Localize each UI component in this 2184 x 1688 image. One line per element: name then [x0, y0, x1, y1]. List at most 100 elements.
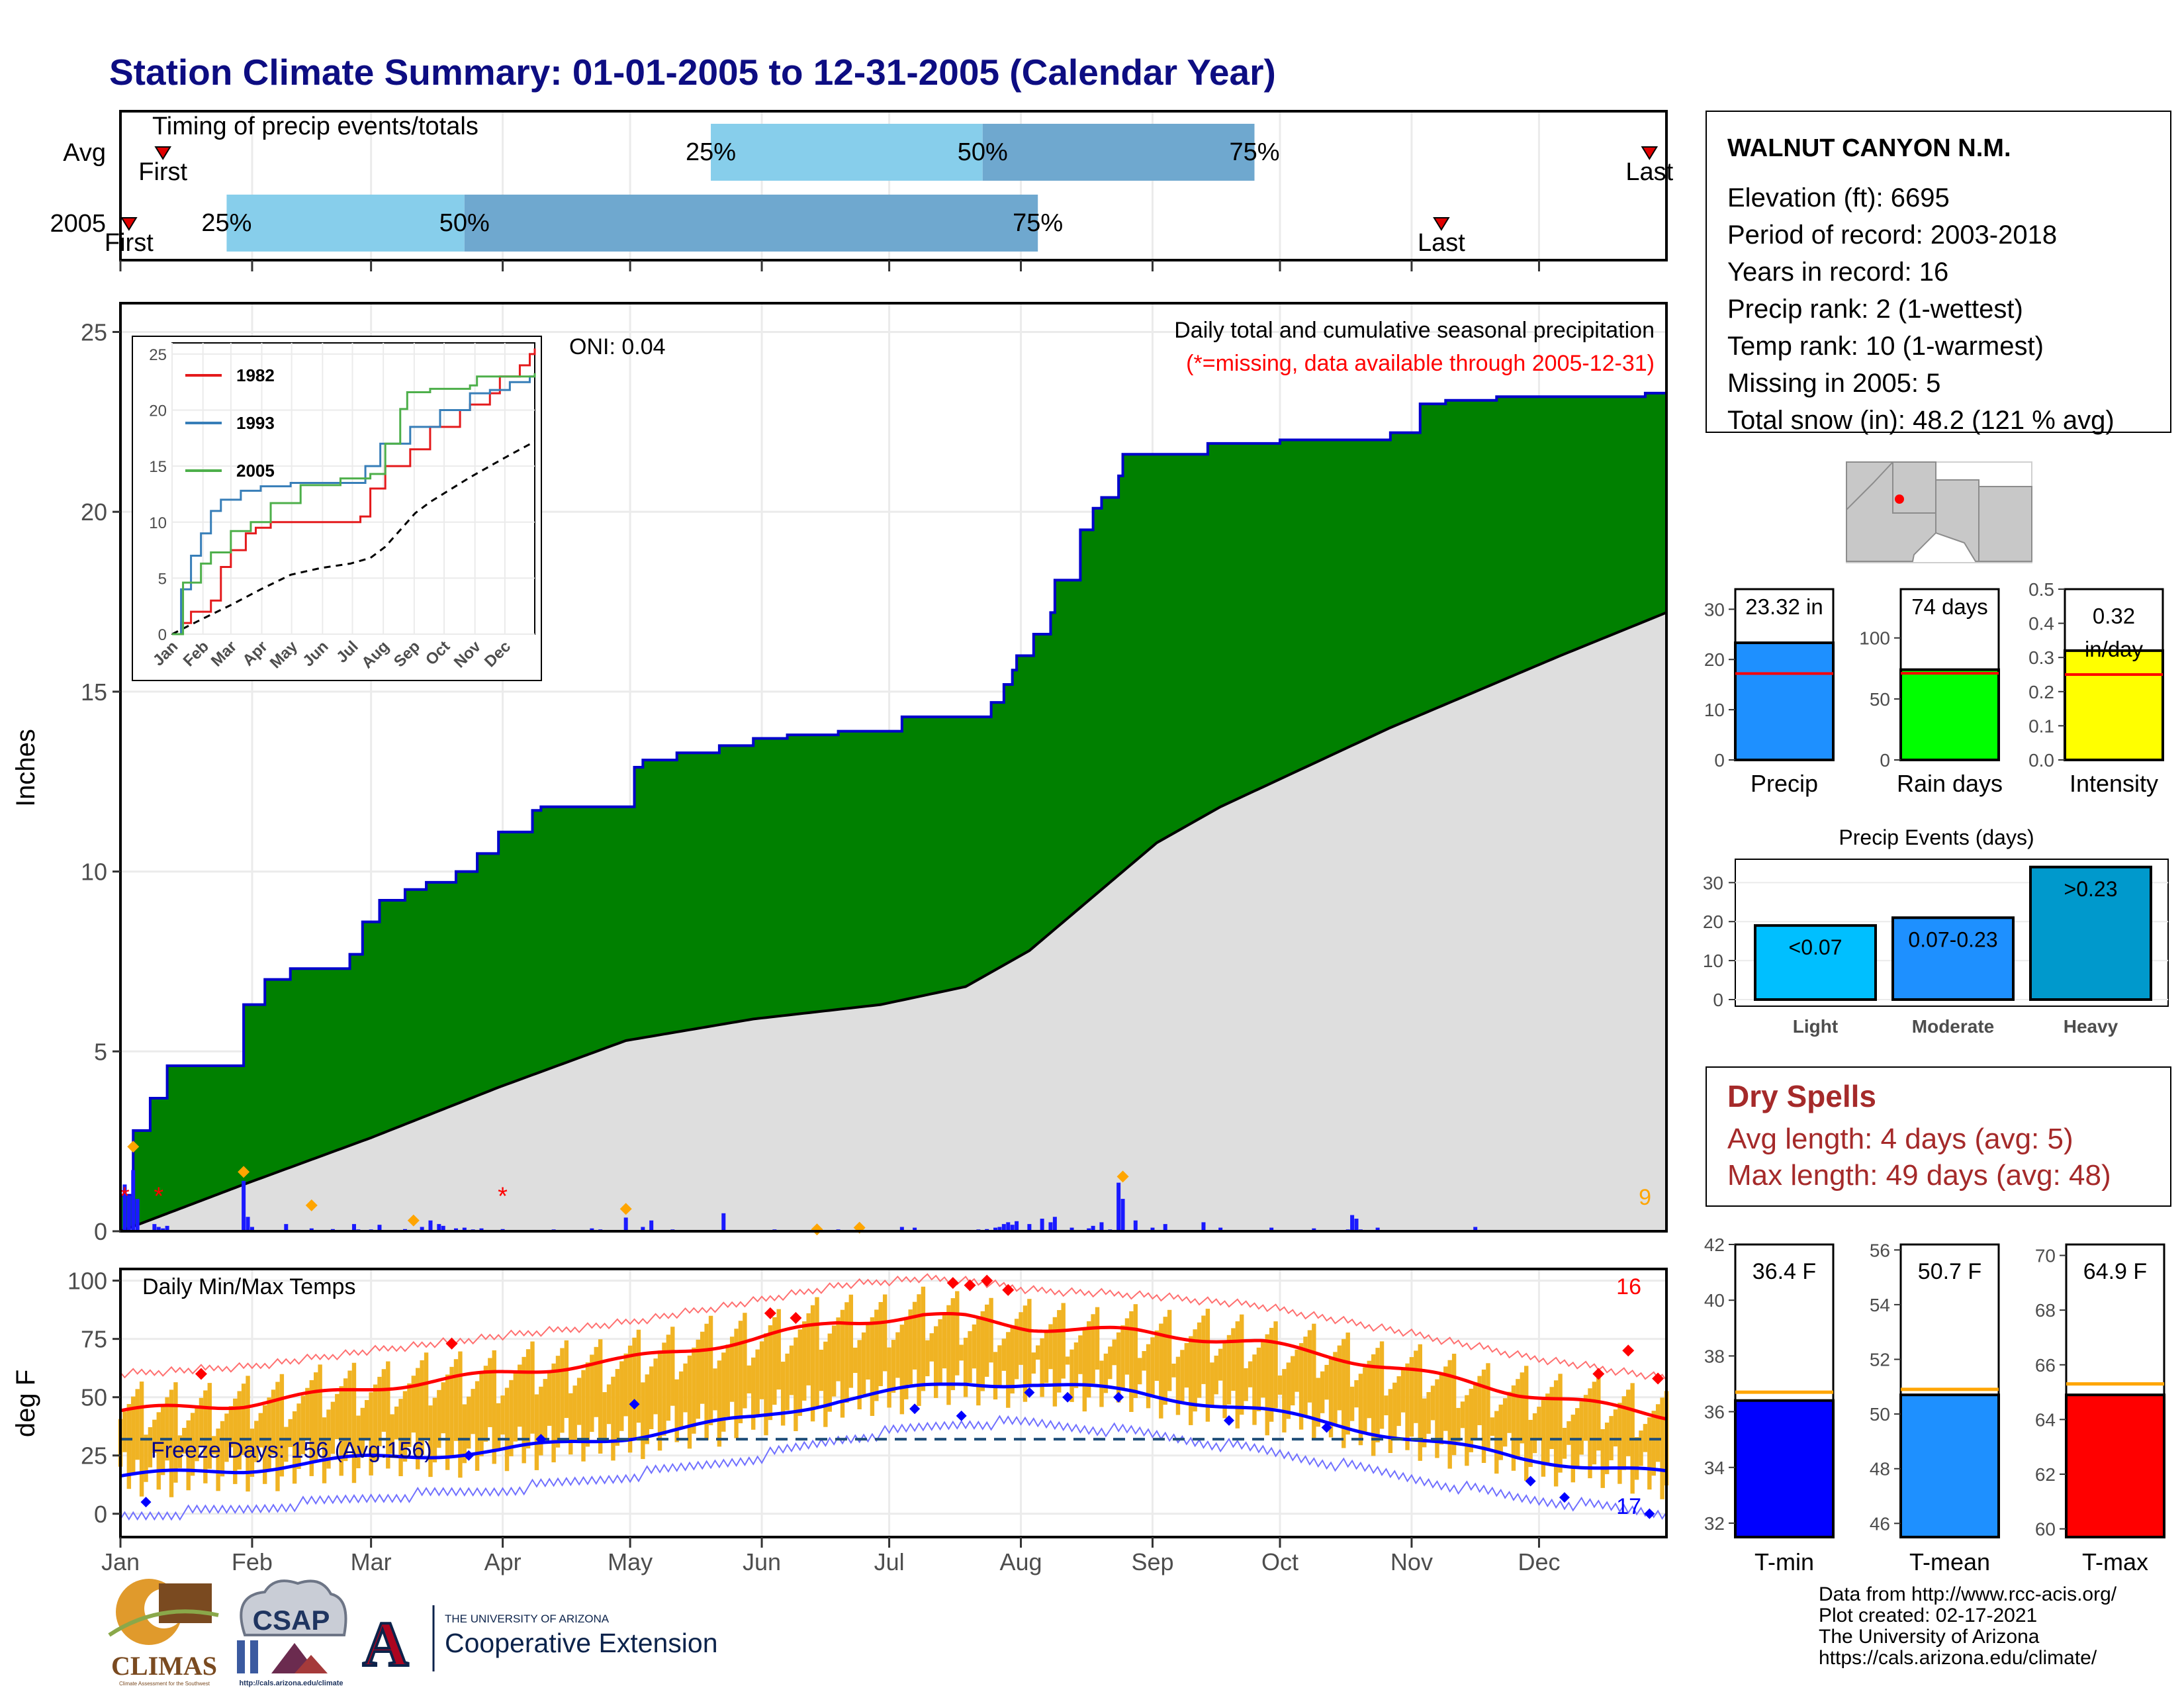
daily-temp-bar — [314, 1372, 318, 1462]
daily-temp-bar — [687, 1355, 692, 1449]
daily-temp-bar — [1439, 1372, 1444, 1445]
daily-temp-bar — [1142, 1350, 1146, 1371]
precip-record-marker — [127, 1141, 140, 1153]
quartile-label: 50% — [958, 138, 1008, 166]
first-event-label: First — [138, 158, 187, 186]
daily-temp-bar — [683, 1363, 688, 1413]
footer-line-4: https://cals.arizona.edu/climate/ — [1819, 1647, 2097, 1669]
record-low-marker — [463, 1450, 475, 1461]
quartile-25-50-bar — [226, 195, 465, 252]
daily-temp-bar — [751, 1357, 756, 1430]
month-xtick-label: Oct — [1261, 1548, 1298, 1575]
daily-temp-bar — [424, 1352, 429, 1440]
daily-precip-bar — [1048, 1222, 1053, 1231]
last-event-marker — [1641, 146, 1659, 160]
daily-temp-bar — [1541, 1400, 1546, 1477]
daily-precip-bar — [1201, 1222, 1206, 1231]
daily-temp-bar — [1159, 1323, 1163, 1419]
daily-temp-bar — [780, 1362, 786, 1426]
temp-ylabel: deg F — [11, 1370, 40, 1437]
daily-temp-bar — [1286, 1362, 1291, 1419]
daily-temp-bar — [1507, 1391, 1512, 1433]
info-period: Period of record: 2003-2018 — [1727, 220, 2057, 250]
daily-temp-bar — [938, 1319, 942, 1383]
footer-line-3: The University of Arizona — [1819, 1626, 2040, 1648]
daily-temp-bar — [135, 1389, 140, 1460]
daily-temp-bar — [1163, 1317, 1167, 1405]
daily-temp-bar — [1014, 1319, 1019, 1380]
daily-precip-bar — [1040, 1218, 1044, 1231]
daily-temp-bar — [475, 1381, 480, 1471]
daily-temp-bar — [853, 1347, 858, 1374]
daily-temp-bar — [806, 1313, 811, 1385]
inset-ytick-label: 0 — [158, 626, 167, 644]
inset-plot-area — [171, 342, 535, 635]
daily-temp-bar — [1167, 1309, 1172, 1391]
month-xtick-label: Jan — [101, 1548, 140, 1575]
daily-precip-bar — [246, 1217, 250, 1231]
daily-temp-bar — [1414, 1350, 1418, 1423]
ua-mark: A — [363, 1609, 408, 1679]
daily-temp-bar — [1371, 1354, 1376, 1456]
daily-temp-bar — [126, 1404, 132, 1489]
daily-temp-bar — [581, 1370, 586, 1462]
daily-temp-bar — [1291, 1356, 1295, 1406]
daily-temp-bar — [708, 1315, 713, 1426]
temp-panel: 0 25 50 75 100 deg F Daily Min/Max Temps Fre… — [11, 1268, 1669, 1538]
daily-temp-bar — [416, 1368, 420, 1470]
footer-line-1: Data from http://www.rcc-acis.org/ — [1819, 1583, 2117, 1605]
daily-temp-bar — [254, 1421, 259, 1462]
inset-avg-line — [171, 440, 535, 635]
daily-temp-bar — [525, 1349, 531, 1449]
daily-temp-bar — [148, 1427, 153, 1468]
daily-temp-bar — [496, 1403, 501, 1450]
daily-temp-bar — [1269, 1327, 1274, 1422]
daily-temp-bar — [878, 1301, 883, 1386]
daily-temp-bar — [1328, 1358, 1334, 1438]
events-title: Precip Events (days) — [1839, 825, 2034, 849]
tstat-ytick-label: 38 — [1704, 1346, 1725, 1366]
tstat-ytick-label: 36 — [1704, 1402, 1725, 1423]
daily-temp-bar — [623, 1353, 628, 1417]
record-low-marker — [956, 1410, 967, 1421]
tstat-ytick-label: 66 — [2035, 1355, 2056, 1376]
daily-temp-bar — [284, 1427, 289, 1462]
daily-temp-bar — [343, 1378, 348, 1462]
daily-temp-bar — [980, 1311, 985, 1391]
daily-temp-bar — [976, 1317, 981, 1406]
daily-temp-bar — [933, 1326, 938, 1398]
daily-temp-bar — [488, 1358, 492, 1427]
daily-temp-bar — [1567, 1421, 1571, 1445]
daily-temp-bar — [1031, 1352, 1036, 1374]
temp-ytick-label: 75 — [81, 1326, 107, 1353]
daily-temp-bar — [789, 1345, 794, 1395]
daily-temp-bar — [1596, 1375, 1601, 1451]
daily-temp-bar — [1091, 1314, 1095, 1384]
daily-temp-bar — [300, 1395, 306, 1454]
tstat-ytick-label: 50 — [1870, 1404, 1890, 1425]
daily-temp-bar — [1265, 1334, 1269, 1436]
daily-temp-bar — [657, 1350, 662, 1451]
precip-ytick-label: 0 — [94, 1218, 107, 1245]
daily-temp-bar — [743, 1313, 747, 1409]
daily-temp-bar — [1184, 1342, 1189, 1388]
daily-temp-bar — [1465, 1395, 1469, 1466]
daily-temp-bar — [997, 1345, 1002, 1385]
daily-temp-bar — [224, 1413, 229, 1462]
dry-spells-box: Dry Spells Avg length: 4 days (avg: 5) M… — [1706, 1066, 2171, 1207]
record-low-marker — [535, 1434, 547, 1445]
precip-label: Precip — [1751, 770, 1818, 797]
daily-temp-bar — [891, 1340, 896, 1393]
daily-temp-bar — [152, 1419, 157, 1453]
daily-temp-bar — [1078, 1335, 1083, 1374]
stat-ytick-label: 0 — [1714, 750, 1725, 771]
tmax-label: T-max — [2082, 1548, 2148, 1575]
precip-record-marker — [238, 1166, 250, 1178]
first-event-marker — [154, 146, 171, 160]
daily-temp-bar — [1481, 1369, 1486, 1464]
tmean-bar — [1899, 1393, 2000, 1539]
daily-temp-bar — [1647, 1417, 1652, 1490]
daily-temp-bar — [950, 1298, 956, 1391]
